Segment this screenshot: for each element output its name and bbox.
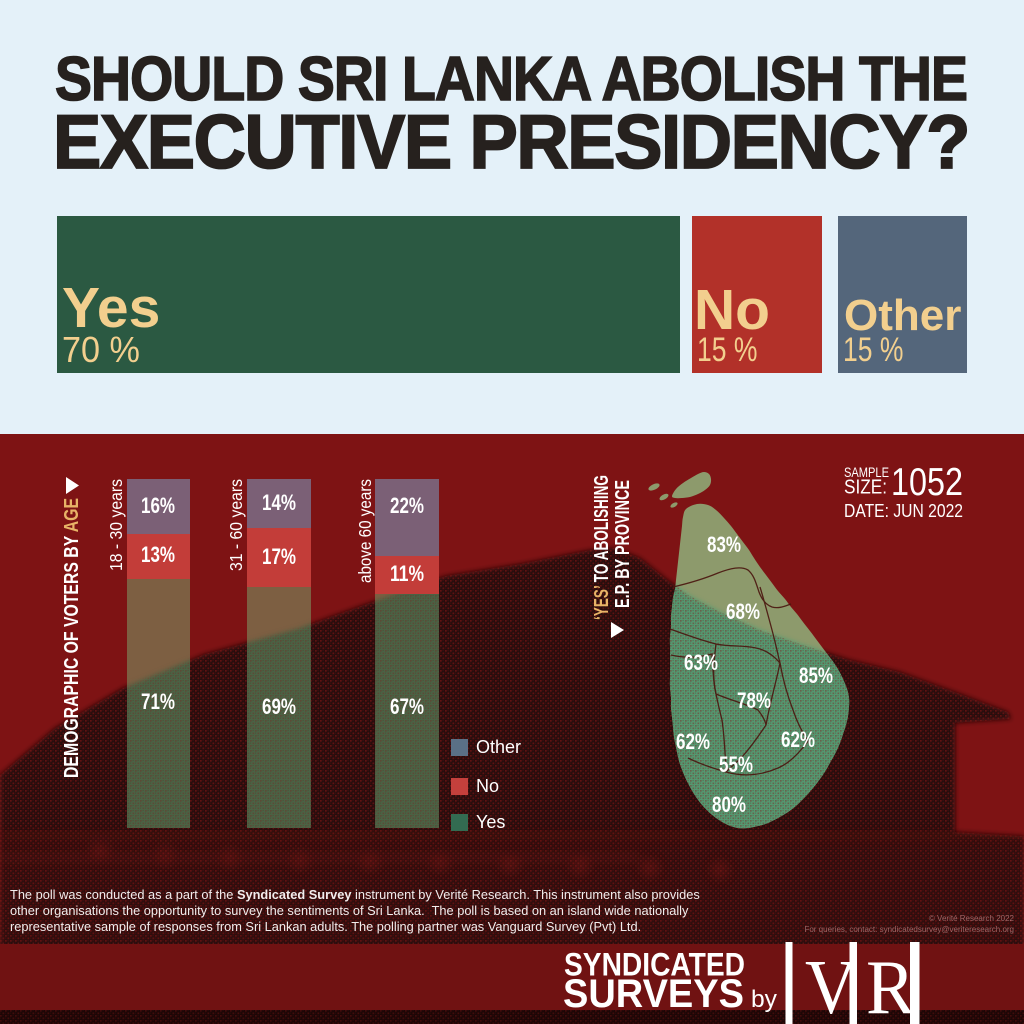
svg-text:71%: 71% bbox=[141, 689, 175, 714]
svg-text:14%: 14% bbox=[262, 490, 296, 515]
svg-text:Other: Other bbox=[476, 737, 521, 757]
svg-text:SAMPLE: SAMPLE bbox=[844, 464, 889, 480]
svg-text:55%: 55% bbox=[719, 752, 753, 777]
svg-text:67%: 67% bbox=[390, 694, 424, 719]
svg-text:E.P. BY PROVINCE: E.P. BY PROVINCE bbox=[612, 480, 634, 608]
svg-text:SIZE:: SIZE: bbox=[844, 477, 887, 499]
svg-text:SYNDICATED: SYNDICATED bbox=[564, 947, 745, 983]
svg-text:63%: 63% bbox=[684, 650, 718, 675]
svg-text:68%: 68% bbox=[726, 599, 760, 624]
svg-text:16%: 16% bbox=[141, 493, 175, 518]
svg-text:V: V bbox=[805, 944, 857, 1024]
svg-text:1052: 1052 bbox=[891, 461, 963, 504]
svg-text:R: R bbox=[866, 944, 916, 1024]
svg-text:‘YES’ TO ABOLISHING: ‘YES’ TO ABOLISHING bbox=[591, 475, 613, 620]
svg-text:18 - 30 years: 18 - 30 years bbox=[106, 479, 126, 571]
svg-text:SURVEYS: SURVEYS bbox=[563, 972, 744, 1016]
svg-text:DATE: JUN 2022: DATE: JUN 2022 bbox=[844, 500, 963, 521]
svg-text:For queries, contact: syndicat: For queries, contact: syndicatedsurvey@v… bbox=[804, 925, 1014, 934]
svg-text:11%: 11% bbox=[390, 561, 424, 586]
svg-text:83%: 83% bbox=[707, 532, 741, 557]
svg-text:DEMOGRAPHIC OF VOTERS BY AGE: DEMOGRAPHIC OF VOTERS BY AGE bbox=[61, 498, 83, 778]
svg-text:© Verité Research 2022: © Verité Research 2022 bbox=[929, 914, 1015, 923]
svg-text:13%: 13% bbox=[141, 542, 175, 567]
svg-text:85%: 85% bbox=[799, 663, 833, 688]
svg-text:31 - 60 years: 31 - 60 years bbox=[226, 479, 246, 571]
svg-text:69%: 69% bbox=[262, 694, 296, 719]
svg-text:62%: 62% bbox=[781, 727, 815, 752]
svg-text:80%: 80% bbox=[712, 792, 746, 817]
svg-text:Yes: Yes bbox=[476, 812, 505, 832]
svg-text:17%: 17% bbox=[262, 544, 296, 569]
svg-text:by: by bbox=[751, 986, 777, 1013]
svg-text:22%: 22% bbox=[390, 493, 424, 518]
svg-text:No: No bbox=[476, 776, 499, 796]
svg-text:above 60 years: above 60 years bbox=[355, 479, 375, 583]
svg-text:62%: 62% bbox=[676, 729, 710, 754]
svg-text:78%: 78% bbox=[737, 688, 771, 713]
